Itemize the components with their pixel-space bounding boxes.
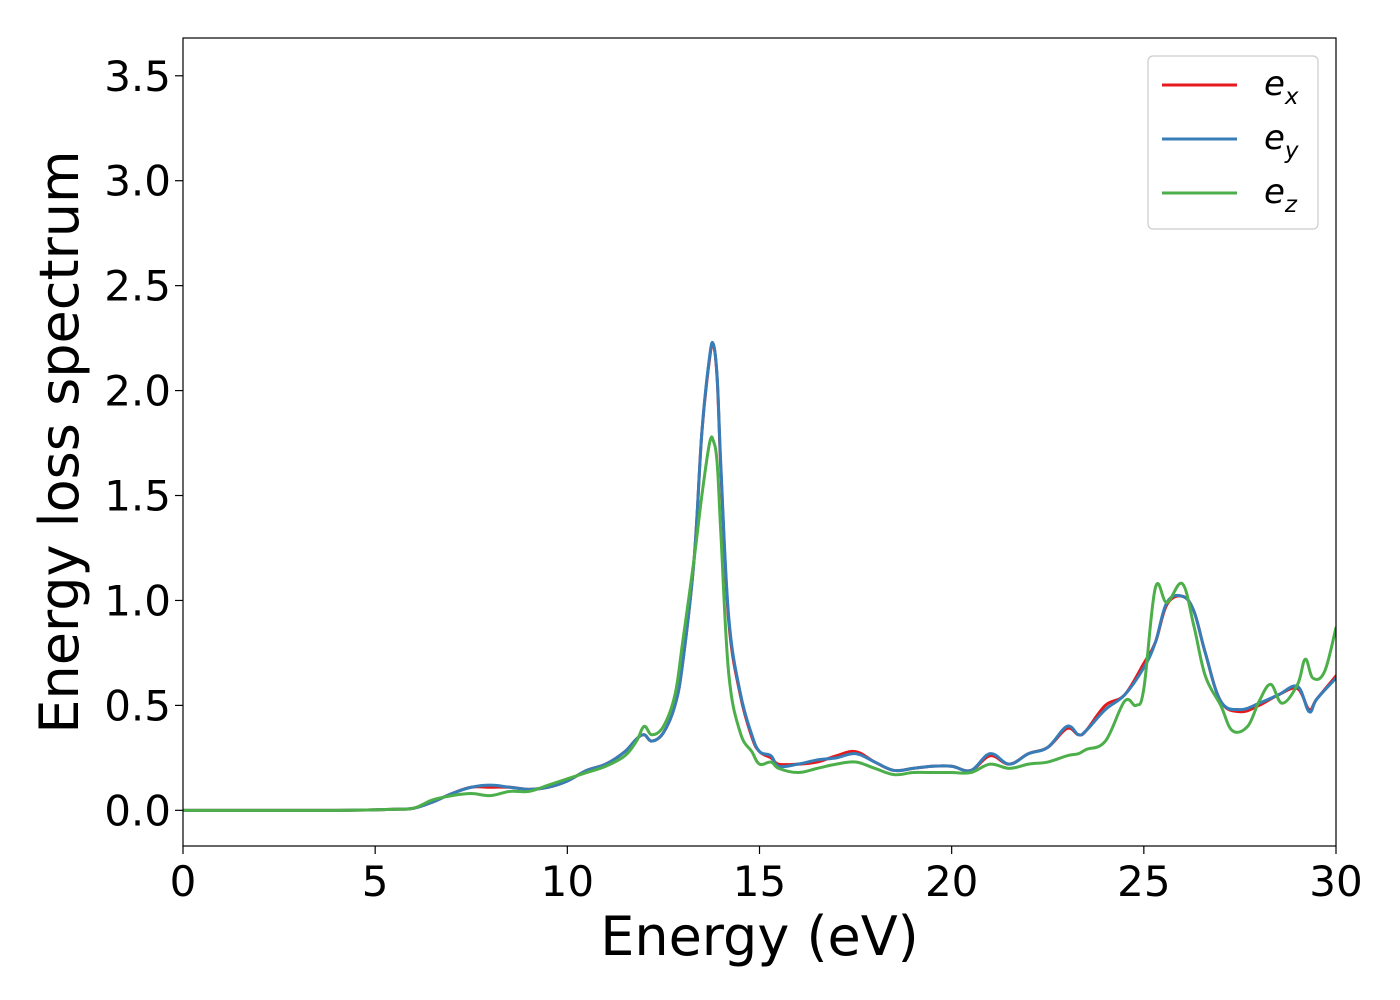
series-line-y <box>183 341 1336 812</box>
y-tick-label: 2.0 <box>104 367 171 416</box>
x-tick-label: 20 <box>925 857 978 906</box>
legend: ex ey ez <box>1147 55 1319 230</box>
y-tick-label: 3.0 <box>104 157 171 206</box>
y-tick-label: 0.0 <box>104 786 171 835</box>
legend-label-y: ey <box>1264 118 1299 164</box>
x-tick-label: 25 <box>1117 857 1170 906</box>
legend-box <box>1147 55 1319 230</box>
x-tick-label: 5 <box>362 857 389 906</box>
series-line-z <box>183 435 1336 812</box>
y-tick-label: 2.5 <box>104 262 171 311</box>
y-tick-label: 3.5 <box>104 52 171 101</box>
x-tick-label: 30 <box>1309 857 1362 906</box>
x-tick-label: 0 <box>170 857 197 906</box>
y-axis-ticks: 0.0 0.5 1.0 1.5 2.0 2.5 3.0 3.5 <box>104 52 183 835</box>
y-tick-label: 1.5 <box>104 472 171 521</box>
legend-label-x: ex <box>1264 64 1299 110</box>
y-tick-label: 1.0 <box>104 576 171 625</box>
y-axis-title: Energy loss spectrum <box>28 150 91 733</box>
x-axis-title: Energy (eV) <box>600 905 919 968</box>
x-tick-label: 10 <box>541 857 594 906</box>
series-layer <box>183 341 1336 812</box>
y-tick-label: 0.5 <box>104 681 171 730</box>
legend-label-z: ez <box>1264 172 1298 218</box>
x-tick-label: 15 <box>733 857 786 906</box>
x-axis-ticks: 0 5 10 15 20 25 30 <box>170 846 1363 906</box>
